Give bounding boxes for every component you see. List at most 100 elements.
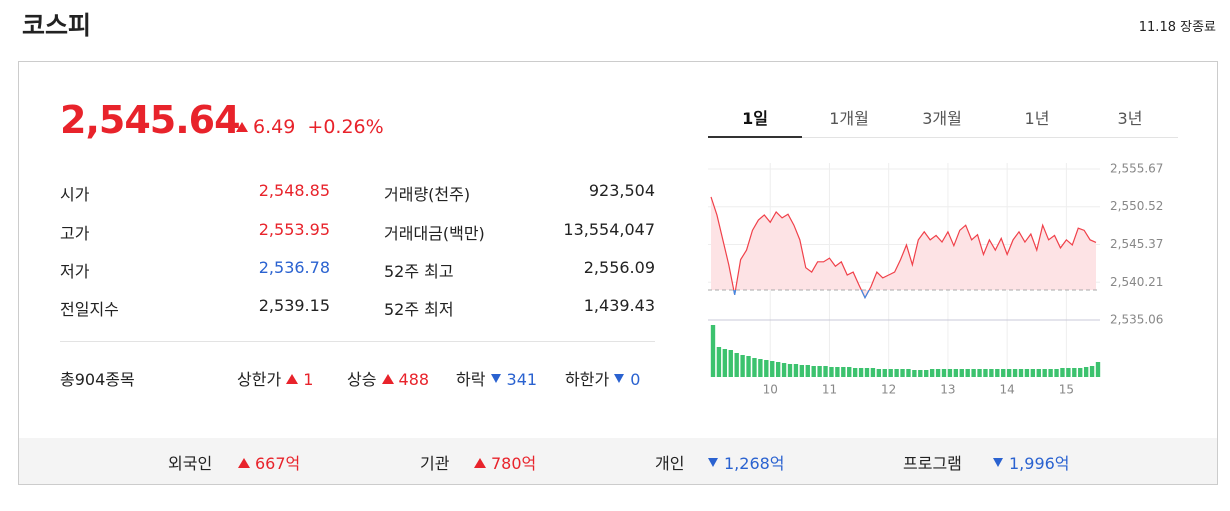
breadth-item: 하한가 0	[565, 366, 640, 390]
area	[711, 196, 1096, 298]
volume-bar	[947, 369, 953, 377]
volume-bar	[995, 369, 1000, 377]
x-tick-label: 13	[940, 383, 955, 397]
volume-bar	[882, 369, 887, 377]
x-tick-label: 10	[763, 383, 778, 397]
volume-bar	[870, 368, 876, 377]
breadth-item: 하락 341	[456, 366, 537, 390]
volume-bar	[728, 350, 733, 377]
arrow	[474, 458, 486, 468]
volume-bar	[781, 363, 787, 377]
stat-label: 거래량(천주)	[384, 185, 471, 204]
volume-bar	[989, 369, 994, 377]
volume-bar	[734, 353, 739, 377]
investor-bar	[19, 438, 1217, 484]
tab[interactable]: 1개월	[829, 109, 869, 128]
volume-bar	[746, 356, 751, 377]
y-tick-label: 2,555.67	[1110, 162, 1163, 176]
stat-value: 2,553.95	[258, 220, 330, 239]
breadth-item: 상한가 1	[237, 366, 313, 390]
volume-bar	[852, 368, 858, 377]
volume-bar	[829, 367, 834, 377]
volume-bar	[1042, 369, 1047, 377]
volume-bar	[1018, 369, 1024, 377]
investor-label: 외국인	[168, 454, 213, 473]
tab[interactable]: 1일	[742, 109, 768, 128]
breadth-value: 1	[303, 370, 314, 389]
volume-bar	[858, 368, 864, 377]
volume-bar	[710, 325, 716, 377]
volume-bar	[1036, 369, 1041, 377]
stat-value: 923,504	[588, 181, 655, 200]
volume-bar	[764, 360, 769, 377]
volume-bar	[716, 347, 722, 377]
volume-bar	[941, 369, 947, 377]
volume-bar	[1001, 369, 1006, 377]
volume-bar	[775, 362, 781, 377]
volume-bar	[1072, 368, 1077, 377]
tab-rule	[708, 137, 1178, 138]
price: 2,545.64	[60, 98, 241, 142]
volume-bar	[740, 355, 745, 377]
breadth-label: 상승	[347, 370, 377, 389]
tab[interactable]: 3년	[1117, 109, 1143, 128]
breadth-label: 하한가	[565, 370, 610, 389]
volume-bar	[864, 368, 870, 377]
tab[interactable]: 1년	[1024, 109, 1050, 128]
investor-value: 1,996억	[993, 450, 1070, 474]
change: 6.49 +0.26%	[236, 116, 384, 138]
investor-amount: 1,996억	[1009, 454, 1070, 473]
stat-label: 52주 최저	[384, 300, 454, 319]
volume-bar	[977, 369, 982, 377]
tab[interactable]: 3개월	[922, 109, 962, 128]
volume-bar	[906, 369, 911, 377]
stat-label: 거래대금(백만)	[384, 224, 485, 243]
panel	[18, 61, 1218, 485]
arrow	[286, 374, 299, 384]
breadth-total: 총904종목	[60, 370, 135, 389]
stat-value: 2,548.85	[258, 181, 330, 200]
volume-bar	[752, 358, 757, 377]
volume-bar	[959, 369, 964, 377]
volume-bar	[823, 366, 828, 377]
volume-bar	[1048, 369, 1053, 377]
breadth-label: 상한가	[237, 370, 282, 389]
breadth-value: 0	[630, 370, 641, 389]
stat-label: 저가	[60, 262, 90, 281]
volume-bar	[1054, 369, 1059, 377]
investor-amount: 1,268억	[724, 454, 785, 473]
tab-underline	[708, 136, 802, 138]
volume-bar	[817, 366, 822, 377]
investor-amount: 780억	[491, 454, 537, 473]
y-tick-label: 2,535.06	[1110, 313, 1163, 327]
volume-bar	[770, 361, 775, 377]
volume-bar	[1089, 366, 1095, 377]
breadth-item: 상승 488	[347, 366, 429, 390]
investor-label: 프로그램	[903, 454, 962, 473]
x-tick-label: 14	[1000, 383, 1015, 397]
volume-bar	[1078, 368, 1083, 377]
volume-bar	[918, 370, 923, 377]
stat-value: 2,539.15	[258, 296, 330, 315]
volume-bar	[965, 369, 970, 377]
arrow	[614, 374, 625, 383]
volume-bar	[722, 349, 728, 377]
volume-bar	[1012, 369, 1018, 377]
arrow	[238, 458, 250, 468]
volume-bar	[1060, 368, 1065, 377]
volume-bar	[983, 369, 988, 377]
stat-value: 1,439.43	[583, 296, 655, 315]
divider	[60, 341, 655, 342]
volume-bar	[847, 367, 852, 377]
breadth-value: 341	[506, 370, 538, 389]
volume-bar	[835, 367, 840, 377]
volume-bar	[888, 369, 893, 377]
title: 코스피	[22, 11, 92, 40]
investor-label: 기관	[420, 454, 450, 473]
stat-label: 52주 최고	[384, 262, 454, 281]
volume-bar	[900, 369, 905, 377]
stat-label: 고가	[60, 224, 90, 243]
stat-value: 2,556.09	[583, 258, 655, 277]
